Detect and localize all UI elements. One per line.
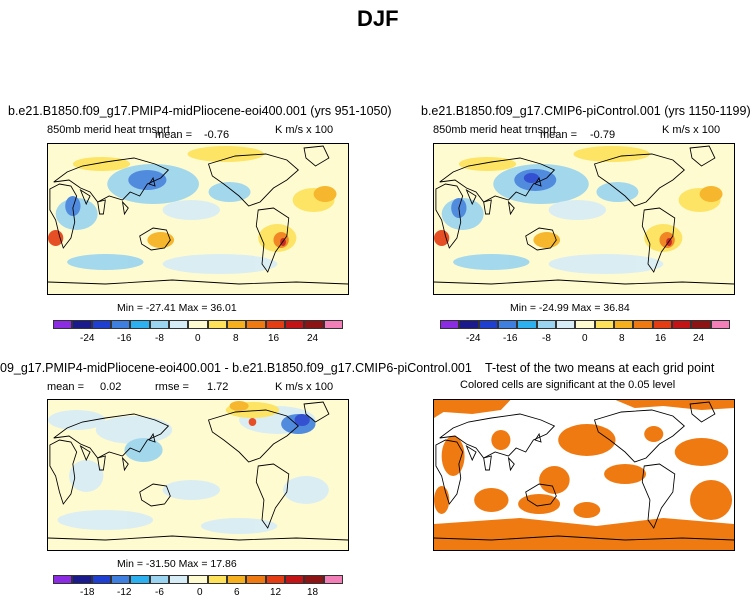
panel-3-units: K m/s x 100 <box>275 381 334 393</box>
panel-3-tick: 0 <box>197 587 203 598</box>
panel-2-tick: -16 <box>503 333 518 344</box>
panel-1-title: b.e21.B1850.f09_g17.PMIP4-midPliocene-eo… <box>8 104 392 118</box>
panel-2-min-max: Min = -24.99 Max = 36.84 <box>510 302 630 314</box>
panel-2-tick: -8 <box>542 333 551 344</box>
panel-4-title: T-test of the two means at each grid poi… <box>485 361 715 375</box>
panel-3-tick: 6 <box>234 587 240 598</box>
panel-1-colorbar <box>53 320 343 329</box>
panel-3-rmse-value: 1.72 <box>207 381 229 393</box>
panel-1-tick: -8 <box>155 333 164 344</box>
panel-3-tick: -18 <box>80 587 95 598</box>
panel-1-tick: 16 <box>268 333 280 344</box>
panel-2-tick: 8 <box>619 333 625 344</box>
panel-2-mean-label: mean = <box>540 129 577 141</box>
panel-2-colorbar <box>440 320 730 329</box>
panel-3-tick: -12 <box>117 587 132 598</box>
panel-1-tick: 24 <box>307 333 319 344</box>
figure-title: DJF <box>357 6 399 31</box>
panel-2-units: K m/s x 100 <box>662 124 721 136</box>
panel-1-tick: -16 <box>117 333 132 344</box>
panel-4-note: Colored cells are significant at the 0.0… <box>460 379 676 391</box>
panel-1-map <box>47 143 349 295</box>
panel-1-tick: -24 <box>80 333 95 344</box>
panel-3-rmse-label: rmse = <box>155 381 189 393</box>
panel-2-tick: 16 <box>655 333 667 344</box>
panel-1-units: K m/s x 100 <box>275 124 334 136</box>
panel-2-variable: 850mb merid heat trnsprt <box>433 124 556 136</box>
panel-1-mean-label: mean = <box>155 129 192 141</box>
panel-3-min-max: Min = -31.50 Max = 17.86 <box>117 558 237 570</box>
panel-3-mean-label: mean = <box>47 381 84 393</box>
panel-2-tick: 0 <box>582 333 588 344</box>
panel-2-tick: 24 <box>693 333 705 344</box>
panel-1-variable: 850mb merid heat trnsprt <box>47 124 170 136</box>
panel-3-colorbar <box>53 575 343 584</box>
panel-3-tick: 18 <box>307 587 319 598</box>
panel-1-tick: 0 <box>195 333 201 344</box>
panel-2-tick: -24 <box>466 333 481 344</box>
panel-3-mean-value: 0.02 <box>100 381 122 393</box>
panel-1-mean-value: -0.76 <box>204 129 230 141</box>
panel-4-map <box>433 399 735 551</box>
panel-1-tick: 8 <box>233 333 239 344</box>
panel-3-map <box>47 399 349 551</box>
panel-1-min-max: Min = -27.41 Max = 36.01 <box>117 302 237 314</box>
panel-2-map <box>433 143 735 295</box>
panel-3-tick: -6 <box>155 587 164 598</box>
panel-2-title: b.e21.B1850.f09_g17.CMIP6-piControl.001 … <box>421 104 751 118</box>
panel-2-mean-value: -0.79 <box>590 129 616 141</box>
panel-3-title: 09_g17.PMIP4-midPliocene-eoi400.001 - b.… <box>0 361 472 375</box>
panel-3-tick: 12 <box>270 587 282 598</box>
